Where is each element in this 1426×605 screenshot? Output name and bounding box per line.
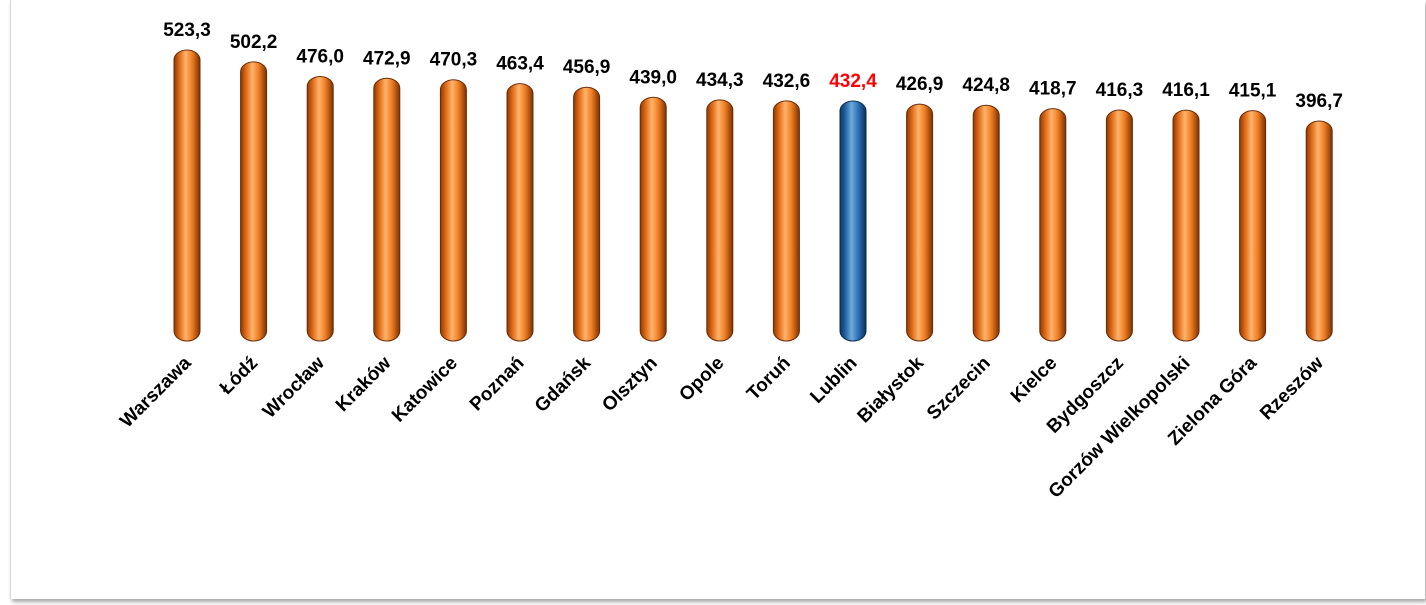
- value-label-6: 456,9: [563, 57, 611, 78]
- value-label-8: 434,3: [696, 70, 744, 91]
- value-label-16: 415,1: [1229, 81, 1277, 102]
- value-label-17: 396,7: [1295, 91, 1343, 112]
- bar-5: [506, 83, 534, 342]
- category-label-11: Białystok: [854, 352, 929, 427]
- value-label-1: 502,2: [230, 32, 278, 53]
- value-label-15: 416,1: [1162, 80, 1210, 101]
- value-label-3: 472,9: [363, 48, 411, 69]
- bar-7: [639, 96, 667, 342]
- value-label-9: 432,6: [763, 71, 811, 92]
- bar-12: [972, 104, 1000, 342]
- bar-3: [373, 77, 401, 342]
- value-label-13: 418,7: [1029, 79, 1077, 100]
- category-label-10: Lublin: [806, 353, 861, 408]
- chart-frame: 523,3 502,2 476,0 472,9 470,3 463,4 456,9 439,0…: [10, 0, 1425, 599]
- bar-2: [306, 76, 334, 342]
- category-label-6: Gdańsk: [531, 352, 595, 416]
- category-label-8: Opole: [675, 353, 728, 406]
- bar-16: [1239, 110, 1267, 342]
- value-label-0: 523,3: [163, 20, 211, 41]
- category-label-5: Poznań: [466, 353, 529, 416]
- bar-14: [1105, 109, 1133, 342]
- category-label-7: Olsztyn: [598, 353, 661, 416]
- value-label-10: 432,4: [829, 71, 877, 92]
- value-label-5: 463,4: [496, 54, 544, 75]
- category-label-9: Toruń: [743, 353, 795, 405]
- category-label-13: Kielce: [1007, 353, 1061, 407]
- category-label-12: Szczecin: [923, 353, 995, 425]
- category-label-0: Warszawa: [116, 352, 196, 432]
- value-label-2: 476,0: [296, 47, 344, 68]
- bar-13: [1039, 108, 1067, 342]
- bar-11: [906, 103, 934, 342]
- value-label-7: 439,0: [629, 67, 677, 88]
- bar-6: [573, 86, 601, 342]
- bar-chart: 523,3 502,2 476,0 472,9 470,3 463,4 456,9 439,0…: [116, 20, 1343, 503]
- bar-4: [439, 79, 467, 342]
- bar-15: [1172, 109, 1200, 342]
- category-label-2: Wrocław: [259, 353, 329, 423]
- value-label-12: 424,8: [962, 75, 1010, 96]
- bar-1: [240, 61, 268, 342]
- category-label-4: Katowice: [388, 353, 462, 427]
- value-label-14: 416,3: [1096, 80, 1144, 101]
- value-label-4: 470,3: [430, 50, 478, 71]
- category-label-3: Kraków: [332, 353, 396, 417]
- bar-10: [839, 100, 867, 342]
- category-label-17: Rzeszów: [1256, 353, 1328, 425]
- bar-0: [173, 49, 201, 342]
- bar-8: [706, 99, 734, 342]
- value-label-11: 426,9: [896, 74, 944, 95]
- bar-17: [1305, 120, 1333, 342]
- category-label-1: Łódź: [216, 353, 262, 399]
- bar-9: [772, 100, 800, 342]
